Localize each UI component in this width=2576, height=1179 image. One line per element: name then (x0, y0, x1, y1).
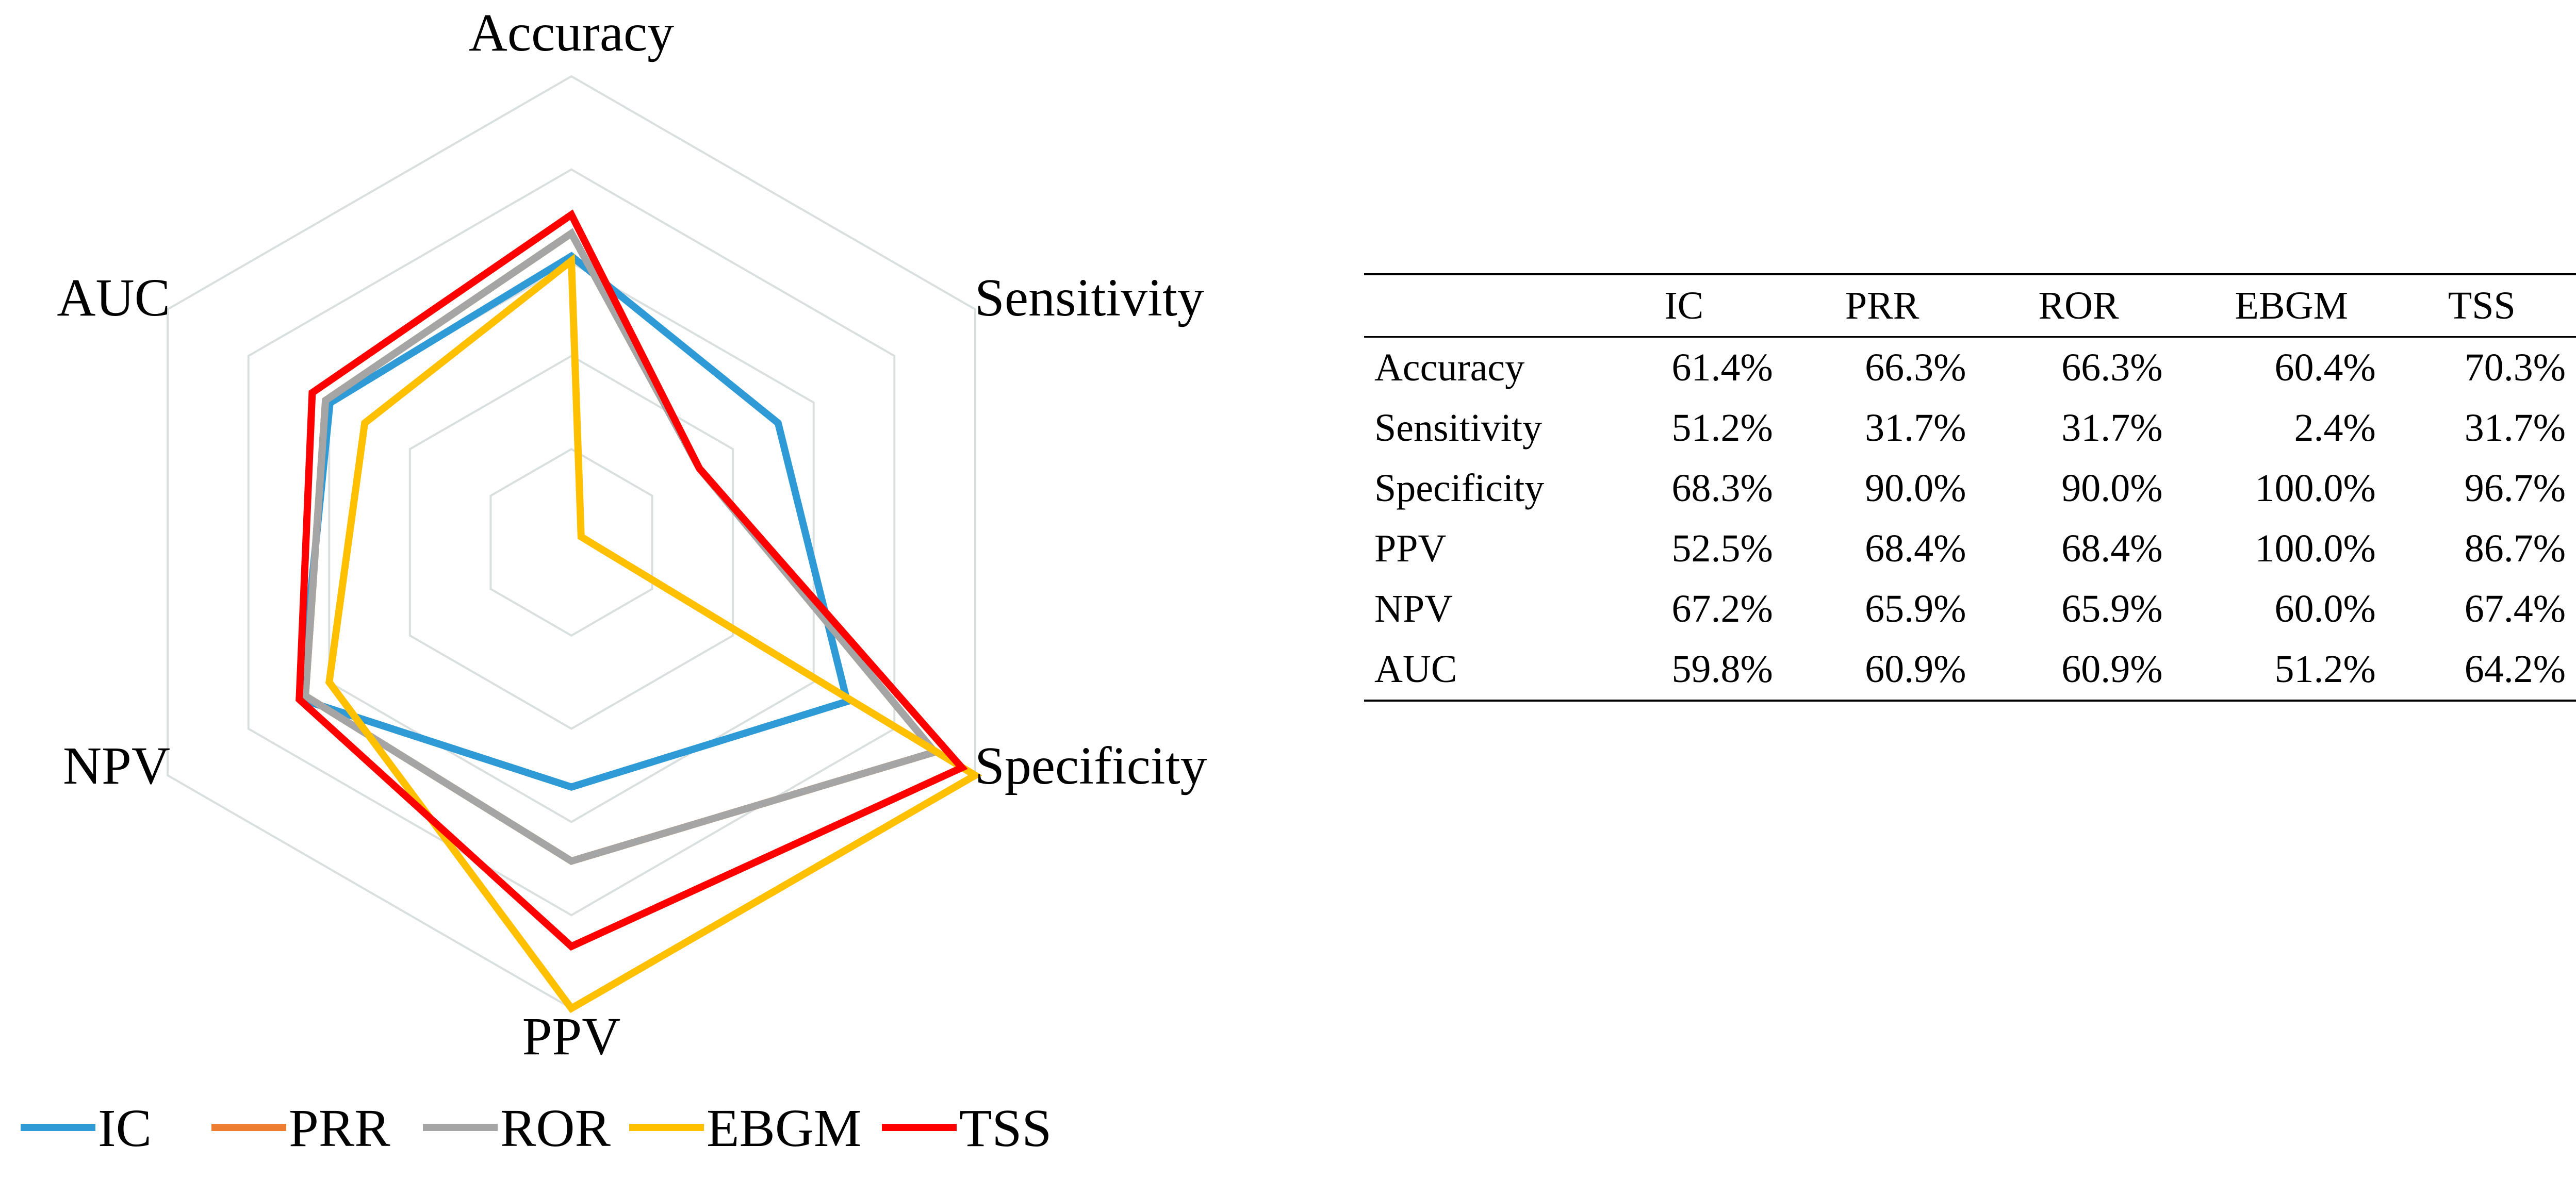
row-label: Sensitivity (1374, 406, 1543, 450)
table-row: NPV 67.2% 65.9% 65.9% 60.0% 67.4% (1364, 579, 2576, 639)
table-cell: 100.0% (2255, 467, 2376, 510)
metrics-table: IC PRR ROR EBGM TSS Accuracy 61.4% 66.3%… (1364, 273, 2576, 702)
table-cell: 67.4% (2464, 587, 2566, 630)
table-cell: 60.9% (1976, 639, 2173, 702)
table-cell: 65.9% (2061, 587, 2163, 630)
table-cell: 66.3% (2061, 346, 2163, 389)
table-cell: 90.0% (2061, 467, 2163, 510)
table-header-row: IC PRR ROR EBGM TSS (1364, 273, 2576, 338)
legend-label-ebgm: EBGM (707, 1099, 861, 1158)
table-cell: 65.9% (1865, 587, 1966, 630)
table-cell: 64.2% (2386, 639, 2576, 702)
table-cell: 67.2% (1671, 587, 1773, 630)
radar-series (296, 209, 982, 1014)
chart-legend: IC PRR ROR EBGM TSS (21, 1099, 1052, 1158)
table-row: Sensitivity 51.2% 31.7% 31.7% 2.4% 31.7% (1364, 398, 2576, 458)
series-ic-line (296, 252, 852, 791)
radar-chart: AccuracySensitivitySpecificityPPVNPVAUC … (21, 3, 1207, 1158)
table-cell: 31.7% (2061, 406, 2163, 450)
column-header: EBGM (2173, 273, 2386, 338)
table-cell: 68.4% (1865, 527, 1966, 570)
row-label: AUC (1364, 639, 1603, 702)
table-row: Specificity 68.3% 90.0% 90.0% 100.0% 96.… (1364, 458, 2576, 519)
table-cell: 86.7% (2464, 527, 2566, 570)
table-cell: 68.3% (1671, 467, 1773, 510)
axis-label-sensitivity: Sensitivity (975, 268, 1204, 327)
legend-label-ror: ROR (500, 1099, 611, 1158)
column-header: IC (1602, 273, 1783, 338)
table-cell: 96.7% (2464, 467, 2566, 510)
axis-label-ppv: PPV (522, 1007, 621, 1066)
table-cell: 59.8% (1602, 639, 1783, 702)
row-label: Accuracy (1374, 346, 1525, 389)
table-cell: 60.9% (1783, 639, 1977, 702)
radar-axis-labels: Accuracy Sensitivity Specificity PPV NPV AUC (57, 3, 1207, 1066)
table-cell: 61.4% (1671, 346, 1773, 389)
table-cell: 90.0% (1865, 467, 1966, 510)
column-header: TSS (2386, 273, 2576, 338)
table-row: PPV 52.5% 68.4% 68.4% 100.0% 86.7% (1364, 519, 2576, 579)
axis-label-specificity: Specificity (975, 736, 1207, 795)
row-label: Specificity (1374, 467, 1545, 510)
column-header: PRR (1783, 273, 1977, 338)
table-cell: 2.4% (2294, 406, 2376, 450)
column-header: ROR (1976, 273, 2173, 338)
table-cell: 68.4% (2061, 527, 2163, 570)
table-cell: 52.5% (1671, 527, 1773, 570)
axis-label-accuracy: Accuracy (469, 3, 674, 62)
table-cell: 60.4% (2274, 346, 2376, 389)
table-cell: 51.2% (2173, 639, 2386, 702)
table-cell: 70.3% (2464, 346, 2566, 389)
grid-ring-1 (489, 447, 653, 637)
grid-ring-4 (247, 168, 896, 917)
grid-ring-2 (408, 355, 734, 730)
table-corner-cell (1364, 273, 1603, 338)
table-cell: 51.2% (1671, 406, 1773, 450)
series-ebgm-line (325, 253, 982, 1014)
series-tss-line (296, 209, 968, 951)
legend-label-ic: IC (98, 1099, 152, 1158)
row-label: NPV (1374, 587, 1453, 630)
legend-label-tss: TSS (959, 1099, 1052, 1158)
table-cell: 31.7% (2464, 406, 2566, 450)
table-cell: 31.7% (1865, 406, 1966, 450)
table-cell: 100.0% (2255, 527, 2376, 570)
axis-label-npv: NPV (63, 736, 170, 795)
legend-label-prr: PRR (289, 1099, 390, 1158)
row-label: PPV (1374, 527, 1447, 570)
axis-label-auc: AUC (57, 268, 170, 327)
table-row: AUC 59.8% 60.9% 60.9% 51.2% 64.2% (1364, 639, 2576, 702)
table-cell: 60.0% (2274, 587, 2376, 630)
series-ror-line (301, 228, 941, 865)
table-cell: 66.3% (1865, 346, 1966, 389)
table-row: Accuracy 61.4% 66.3% 66.3% 60.4% 70.3% (1364, 337, 2576, 398)
